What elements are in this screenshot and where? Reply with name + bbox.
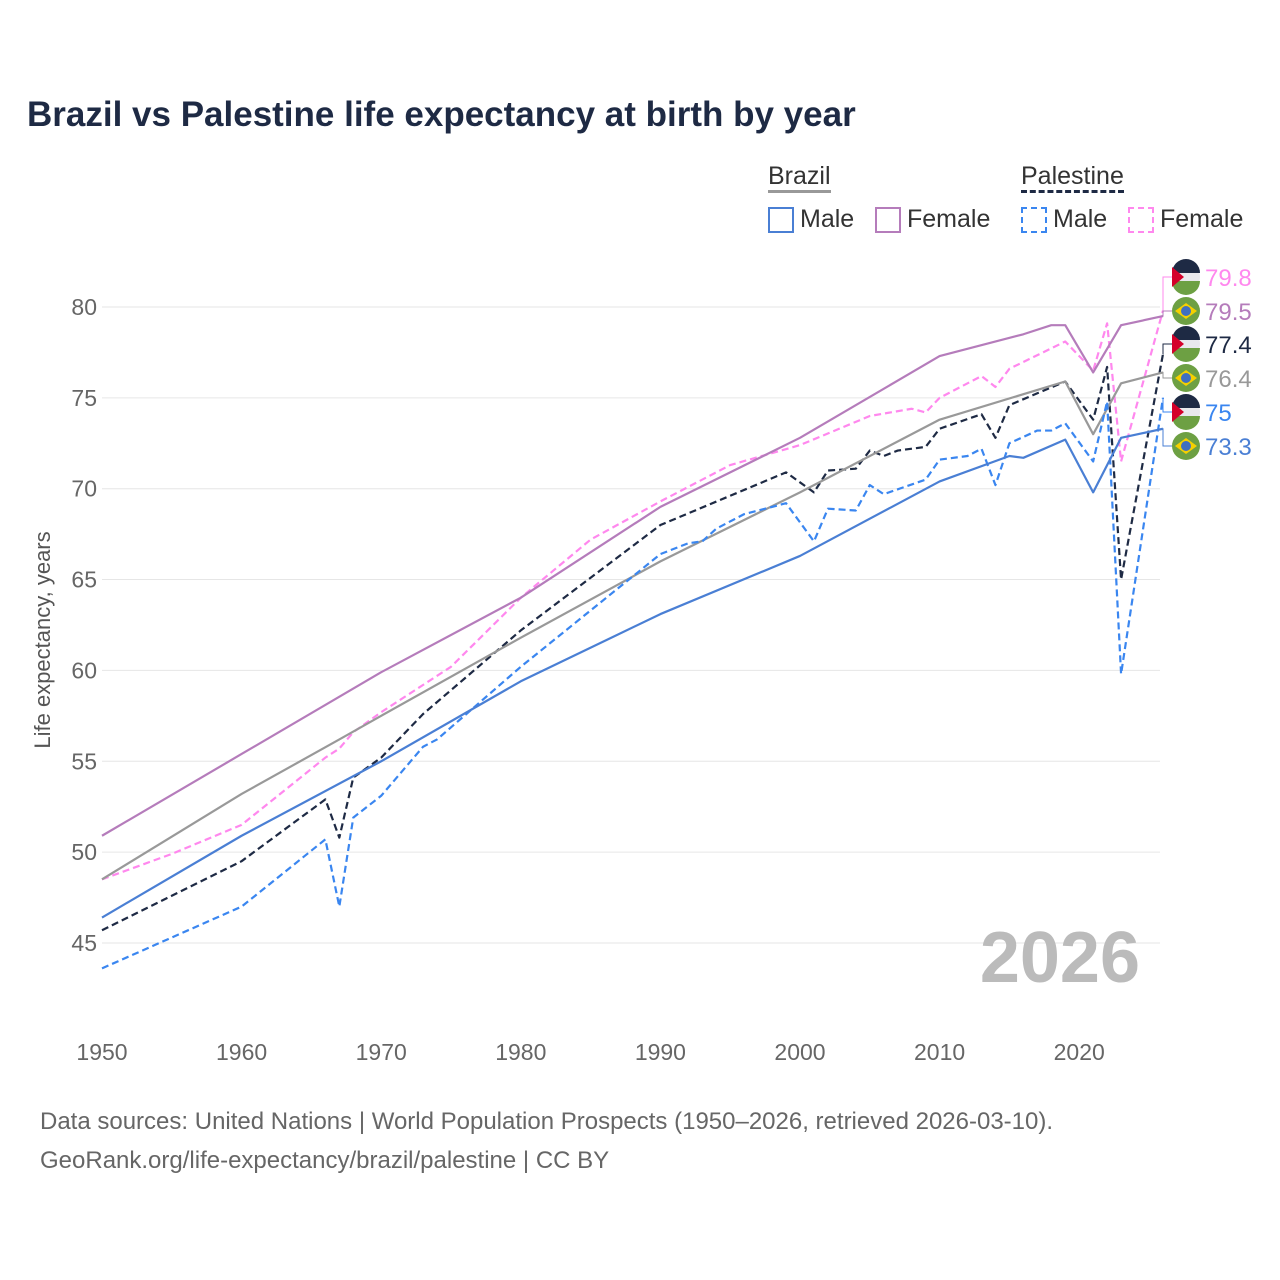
legend-label: Female [907, 205, 991, 233]
end-value-label: 79.8 [1205, 265, 1252, 292]
brazil-flag-globe [1181, 441, 1191, 451]
series-line-brazil-female [101, 315, 1164, 837]
series-line-palestine [101, 354, 1165, 932]
y-axis-label: Life expectancy, years [30, 531, 55, 748]
legend-item-palestine-female[interactable]: Female [1128, 205, 1243, 234]
palestine-flag-black [1172, 259, 1200, 273]
y-tick-label: 60 [71, 657, 97, 683]
legend-swatch [768, 206, 794, 233]
x-tick-label: 2000 [774, 1039, 825, 1065]
series-line-palestine-female [101, 310, 1165, 881]
legend-swatch [1021, 206, 1047, 233]
palestine-flag-black [1172, 326, 1200, 340]
brazil-flag-globe [1181, 306, 1191, 316]
label-connector [1162, 428, 1172, 447]
y-tick-label: 65 [71, 567, 97, 593]
series-line-brazil [101, 371, 1164, 881]
legend-swatch [875, 206, 901, 233]
year-watermark: 2026 [980, 918, 1140, 998]
label-connector [1162, 343, 1172, 355]
legend-group-palestine: Palestine [1021, 162, 1124, 193]
y-tick-label: 45 [71, 930, 97, 956]
x-tick-label: 1990 [635, 1039, 686, 1065]
palestine-flag-red [1172, 402, 1184, 422]
series-line-brazil-male [101, 427, 1164, 919]
y-tick-label: 75 [71, 385, 97, 411]
palestine-flag-red [1172, 334, 1184, 354]
legend-item-brazil-female[interactable]: Female [875, 205, 990, 234]
y-tick-label: 70 [71, 476, 97, 502]
legend-label: Male [1053, 205, 1108, 233]
end-value-label: 73.3 [1205, 434, 1252, 461]
legend-label: Male [800, 205, 855, 233]
legend-group-brazil: Brazil [768, 162, 831, 193]
chart-title: Brazil vs Palestine life expectancy at b… [27, 95, 856, 134]
label-connector [1162, 276, 1172, 312]
palestine-flag-green [1172, 281, 1200, 295]
y-tick-label: 55 [71, 748, 97, 774]
label-connector [1162, 397, 1172, 413]
y-tick-label: 50 [71, 839, 97, 865]
end-value-label: 75 [1205, 400, 1232, 427]
x-tick-label: 2020 [1054, 1039, 1105, 1065]
palestine-flag-green [1172, 348, 1200, 362]
palestine-flag-red [1172, 267, 1184, 287]
label-connector [1162, 371, 1172, 379]
legend-swatch [1128, 206, 1154, 233]
label-connector [1162, 310, 1172, 317]
source-line-2: GeoRank.org/life-expectancy/brazil/pales… [40, 1147, 610, 1174]
legend-item-palestine-male[interactable]: Male [1021, 205, 1107, 234]
end-value-label: 77.4 [1205, 332, 1252, 359]
palestine-flag-black [1172, 394, 1200, 408]
source-line-1: Data sources: United Nations | World Pop… [40, 1108, 1054, 1135]
y-tick-label: 80 [71, 294, 97, 320]
legend-label: Female [1160, 205, 1244, 233]
x-tick-label: 1950 [76, 1039, 127, 1065]
end-value-label: 76.4 [1205, 366, 1252, 393]
x-tick-label: 1970 [356, 1039, 407, 1065]
x-tick-label: 2010 [914, 1039, 965, 1065]
brazil-flag-globe [1181, 373, 1191, 383]
x-tick-label: 1980 [495, 1039, 546, 1065]
end-value-label: 79.5 [1205, 299, 1252, 326]
series-line-palestine-male [101, 397, 1165, 970]
palestine-flag-green [1172, 416, 1200, 430]
legend-item-brazil-male[interactable]: Male [768, 205, 854, 234]
x-tick-label: 1960 [216, 1039, 267, 1065]
